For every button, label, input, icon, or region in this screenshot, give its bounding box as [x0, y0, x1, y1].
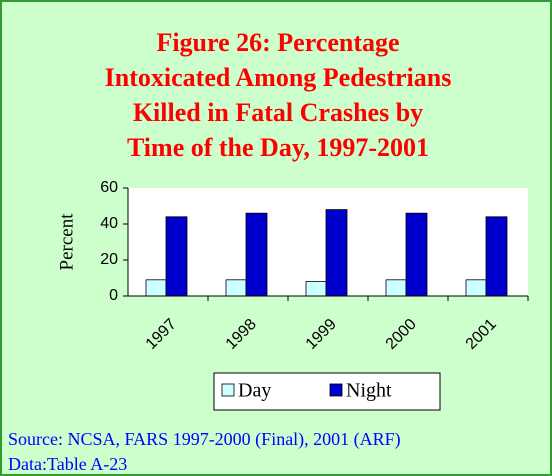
- y-tick-label: 60: [100, 179, 118, 196]
- bar: [245, 212, 268, 297]
- bar: [385, 279, 407, 297]
- bar: [305, 281, 327, 297]
- bar: [465, 279, 487, 297]
- y-tick-label: 0: [109, 287, 118, 304]
- source: Data:Table A-23: [8, 454, 127, 474]
- chart-title: Intoxicated Among Pedestrians: [105, 63, 452, 92]
- chart-title: Time of the Day, 1997-2001: [127, 133, 429, 162]
- source: Source: NCSA, FARS 1997-2000 (Final), 20…: [8, 429, 401, 450]
- legend-swatch: [221, 383, 235, 397]
- y-tick-label: 40: [100, 215, 118, 232]
- bar: [325, 209, 348, 297]
- legend-label: Day: [238, 380, 271, 402]
- chart-title: Killed in Fatal Crashes by: [133, 98, 423, 127]
- chart-title: Figure 26: Percentage: [156, 28, 399, 57]
- bar: [485, 216, 508, 297]
- y-axis-label: Percent: [56, 213, 77, 271]
- bar: [145, 279, 167, 297]
- bar: [165, 216, 188, 297]
- legend-swatch: [329, 383, 343, 397]
- y-tick-label: 20: [100, 251, 118, 268]
- legend-label: Night: [346, 380, 392, 402]
- bar: [405, 212, 428, 297]
- bar: [225, 279, 247, 297]
- legend: [213, 372, 441, 411]
